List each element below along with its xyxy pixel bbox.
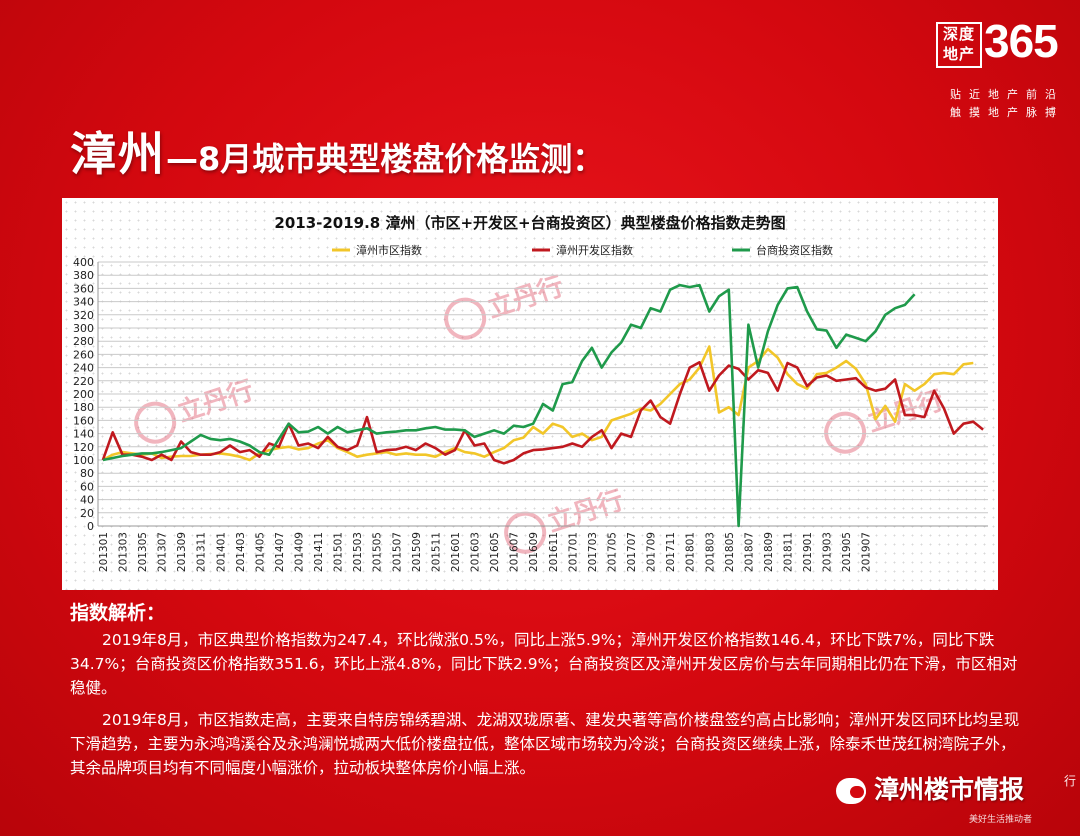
footer-slogan: 美好生活推动者 — [968, 815, 1032, 825]
x-tick-label: 201409 — [293, 532, 305, 572]
logo-square: 深度 地产 — [936, 22, 982, 68]
x-tick-label: 201511 — [430, 532, 442, 572]
x-tick-label: 201601 — [450, 532, 462, 572]
y-tick-label: 300 — [73, 322, 94, 335]
wechat-icon — [835, 778, 866, 804]
page-title-rest: —8月城市典型楼盘价格监测： — [166, 140, 605, 178]
x-tick-label: 201401 — [215, 532, 227, 572]
x-tick-label: 201407 — [274, 532, 286, 572]
y-tick-label: 0 — [87, 520, 94, 533]
x-tick-label: 201405 — [254, 532, 266, 572]
y-tick-label: 320 — [73, 309, 94, 322]
chart-title: 2013-2019.8 漳州（市区+开发区+台商投资区）典型楼盘价格指数走势图 — [274, 214, 785, 232]
y-tick-label: 340 — [73, 296, 94, 309]
x-tick-label: 201703 — [587, 532, 599, 572]
x-tick-label: 201709 — [646, 532, 658, 572]
x-tick-label: 201609 — [528, 532, 540, 572]
legend-label: 漳州市区指数 — [356, 243, 422, 257]
price-index-chart: 立丹行 立丹行 立丹行 立丹行 2013-2019.8 漳州（市区+开发区+台商… — [62, 198, 998, 590]
analysis-paragraph-2: 2019年8月，市区指数走高，主要来自特房锦绣碧湖、龙湖双珑原著、建发央著等高价… — [70, 711, 1020, 777]
y-tick-label: 260 — [73, 348, 94, 361]
x-tick-label: 201903 — [822, 532, 834, 572]
footer-corner-text: 行 — [1063, 774, 1076, 788]
x-tick-label: 201307 — [157, 532, 169, 572]
x-tick-label: 201509 — [411, 532, 423, 572]
y-tick-label: 20 — [80, 507, 94, 520]
x-tick-label: 201507 — [391, 532, 403, 572]
x-tick-label: 201611 — [548, 532, 560, 572]
x-tick-label: 201309 — [176, 532, 188, 572]
x-tick-label: 201503 — [352, 532, 364, 572]
y-tick-label: 60 — [80, 480, 94, 493]
y-tick-label: 180 — [73, 401, 94, 414]
logo-slogan-1: 贴近地产前沿 — [950, 88, 1064, 101]
logo-number: 365 — [984, 15, 1059, 67]
x-tick-label: 201305 — [137, 532, 149, 572]
y-tick-label: 360 — [73, 282, 94, 295]
y-tick-label: 120 — [73, 441, 94, 454]
y-tick-label: 200 — [73, 388, 94, 401]
x-tick-label: 201301 — [98, 532, 110, 572]
y-tick-label: 280 — [73, 335, 94, 348]
footer-brand: 漳州楼市情报 — [835, 770, 1024, 806]
x-tick-label: 201811 — [783, 532, 795, 572]
y-tick-label: 140 — [73, 428, 94, 441]
logo-box-top: 深度 — [942, 25, 975, 43]
x-tick-label: 201303 — [117, 532, 129, 572]
y-tick-label: 380 — [73, 269, 94, 282]
x-tick-label: 201905 — [841, 532, 853, 572]
x-tick-label: 201505 — [372, 532, 384, 572]
y-tick-label: 220 — [73, 375, 94, 388]
x-tick-label: 201907 — [861, 532, 873, 572]
footer-brand-text: 漳州楼市情报 — [873, 775, 1024, 804]
y-tick-label: 80 — [80, 467, 94, 480]
x-tick-label: 201605 — [489, 532, 501, 572]
legend-label: 台商投资区指数 — [756, 243, 833, 257]
x-tick-label: 201607 — [509, 532, 521, 572]
page-title: 漳州—8月城市典型楼盘价格监测： — [70, 118, 604, 184]
x-tick-label: 201411 — [313, 532, 325, 572]
x-tick-label: 201803 — [704, 532, 716, 572]
chart-svg: 2013-2019.8 漳州（市区+开发区+台商投资区）典型楼盘价格指数走势图漳… — [73, 214, 988, 572]
analysis-paragraph-1: 2019年8月，市区典型价格指数为247.4，环比微涨0.5%，同比上涨5.9%… — [70, 631, 1018, 697]
series-line — [102, 283, 916, 528]
x-tick-label: 201805 — [724, 532, 736, 572]
x-tick-label: 201705 — [606, 532, 618, 572]
x-tick-label: 201809 — [763, 532, 775, 572]
y-tick-label: 40 — [80, 494, 94, 507]
x-tick-label: 201707 — [626, 532, 638, 572]
y-tick-label: 100 — [73, 454, 94, 467]
x-tick-label: 201603 — [470, 532, 482, 572]
y-tick-label: 400 — [73, 256, 94, 269]
x-tick-label: 201801 — [685, 532, 697, 572]
y-tick-label: 160 — [73, 414, 94, 427]
x-tick-label: 201501 — [333, 532, 345, 572]
x-tick-label: 201403 — [235, 532, 247, 572]
logo-box-bottom: 地产 — [942, 45, 975, 63]
legend-label: 漳州开发区指数 — [556, 243, 633, 257]
y-tick-label: 240 — [73, 362, 94, 375]
logo-slogan-2: 触摸地产脉搏 — [950, 106, 1064, 119]
analysis-title: 指数解析： — [70, 602, 166, 624]
logo-mark: 深度 地产 365 贴近地产前沿 触摸地产脉搏 — [922, 14, 1062, 124]
x-tick-label: 201807 — [743, 532, 755, 572]
series-line — [101, 361, 984, 465]
x-tick-label: 201901 — [802, 532, 814, 572]
x-tick-label: 201311 — [196, 532, 208, 572]
x-tick-label: 201701 — [567, 532, 579, 572]
page-title-city: 漳州 — [70, 127, 166, 181]
series-line — [102, 345, 974, 462]
x-tick-label: 201711 — [665, 532, 677, 572]
